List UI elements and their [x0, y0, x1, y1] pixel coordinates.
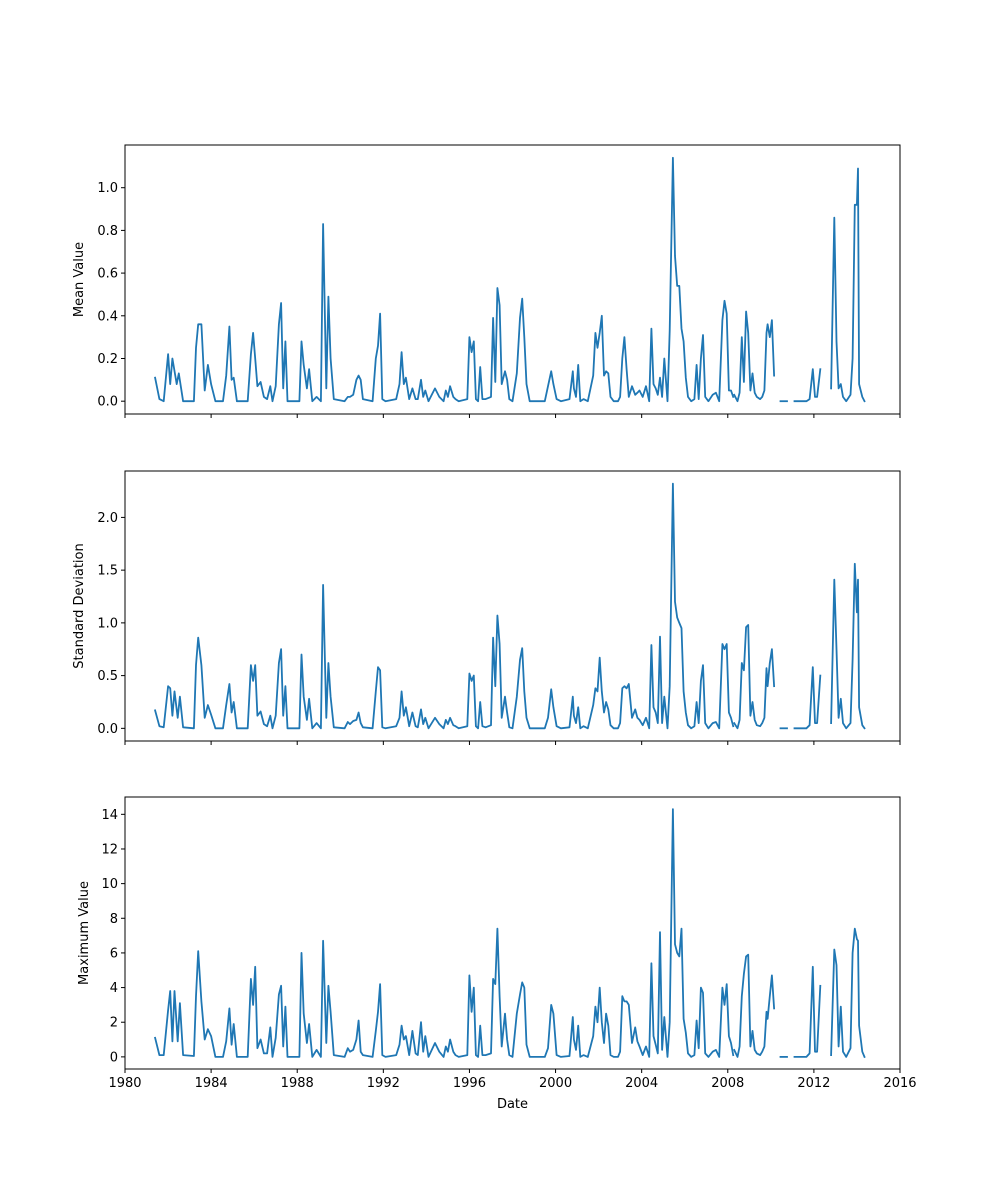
- x-tick-label: 2016: [883, 1076, 916, 1091]
- y-tick-label: 14: [101, 808, 118, 823]
- axes-frame: [124, 144, 901, 415]
- x-tick-label: 2004: [625, 1076, 658, 1091]
- y-tick-label: 0.0: [97, 395, 118, 410]
- panel-3: 1980 1984 1988 1992 1996 2000 2004 2008 2012 2016…: [77, 796, 917, 1112]
- series-line-segment: [154, 808, 735, 1058]
- series-line-segment: [733, 953, 776, 1058]
- y-tick-label: 1.0: [97, 181, 118, 196]
- series-line-segment: [830, 927, 866, 1059]
- axes-frame: [124, 796, 901, 1070]
- x-tick-label: 1984: [195, 1076, 228, 1091]
- y-tick-label: 1.0: [97, 616, 118, 631]
- axes-frame: [124, 470, 901, 742]
- series-line-segment: [154, 156, 735, 403]
- x-tick-label: 1996: [453, 1076, 486, 1091]
- y-tick-label: 0.0: [97, 722, 118, 737]
- x-tick-label: 1988: [281, 1076, 314, 1091]
- y-tick-label: 0.2: [97, 352, 118, 367]
- y-tick-label: 10: [101, 877, 118, 892]
- series-line-segment: [830, 167, 866, 403]
- series-line-segment: [830, 562, 866, 730]
- y-tick-label: 1.5: [97, 564, 118, 579]
- y-tick-label: 2.0: [97, 511, 118, 526]
- series-line-segment: [793, 666, 822, 730]
- panel-1: 0.0 0.2 0.4 0.6 0.8 1.0 Mean Value: [72, 144, 901, 418]
- x-tick-label: 2008: [711, 1076, 744, 1091]
- x-tick-label: 2000: [539, 1076, 572, 1091]
- y-tick-label: 2: [110, 1016, 118, 1031]
- x-tick-label: 1980: [108, 1076, 141, 1091]
- y-axis-label: Standard Deviation: [72, 543, 87, 668]
- y-tick-label: 4: [110, 981, 118, 996]
- x-tick-label: 2012: [797, 1076, 830, 1091]
- y-tick-label: 0.4: [97, 309, 118, 324]
- series-line-segment: [793, 368, 822, 403]
- y-tick-label: 0.6: [97, 267, 118, 282]
- y-tick-label: 8: [110, 912, 118, 927]
- series-line-segment: [153, 482, 735, 730]
- panel-2: 0.0 0.5 1.0 1.5 2.0 Standard Deviation: [72, 470, 901, 745]
- series-line-segment: [732, 624, 776, 730]
- x-tick-label: 1992: [367, 1076, 400, 1091]
- y-tick-label: 0: [110, 1050, 118, 1065]
- series-line-segment: [793, 965, 822, 1058]
- x-axis-label: Date: [497, 1097, 528, 1112]
- y-tick-label: 0.5: [97, 669, 118, 684]
- y-axis-label: Mean Value: [72, 242, 87, 317]
- y-tick-label: 12: [101, 842, 118, 857]
- y-axis-label: Maximum Value: [77, 881, 92, 985]
- y-tick-label: 6: [110, 946, 118, 961]
- series-line-segment: [732, 310, 776, 403]
- y-tick-label: 0.8: [97, 224, 118, 239]
